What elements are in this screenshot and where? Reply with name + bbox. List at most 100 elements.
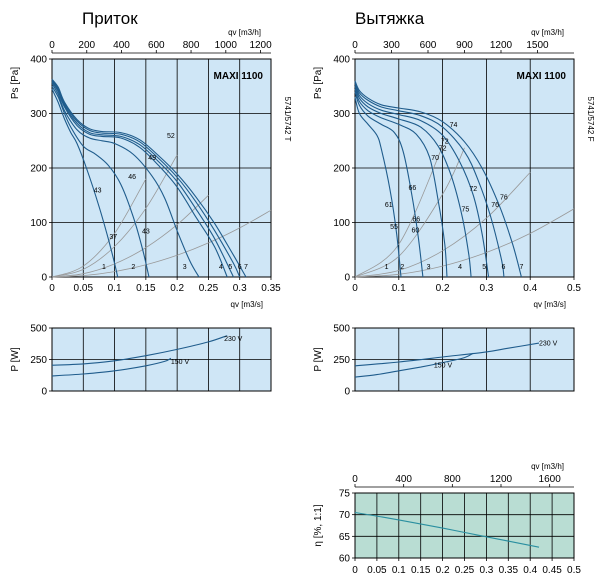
right-pressure-top-tick-label: 900	[456, 40, 473, 51]
right-power-y-tick-label: 500	[333, 324, 350, 335]
left-power-series-line	[51, 357, 172, 377]
right-pressure-y-tick-label: 400	[333, 55, 350, 66]
right-pressure-curve-label: 6	[502, 264, 506, 271]
left-pressure-x-tick-label: 0.3	[233, 283, 247, 294]
efficiency-x-tick-label: 0.2	[436, 565, 450, 576]
right-power-y-tick-label: 0	[344, 387, 350, 398]
left-power-series-label: 230 V	[224, 336, 243, 343]
efficiency-top-tick-label: 800	[444, 474, 461, 485]
right-pressure-series-line	[354, 86, 472, 278]
right-pressure-curve-label: 75	[461, 207, 469, 214]
left-pressure-series-line	[51, 83, 200, 278]
right-pressure-top-tick-label: 1200	[490, 40, 513, 51]
efficiency-x-tick-label: 0.5	[567, 565, 581, 576]
left-pressure-curve-label: 43	[94, 188, 102, 195]
efficiency-x-tick-label: 0.35	[499, 565, 519, 576]
right-pressure-top-tick-label: 0	[352, 40, 358, 51]
efficiency-x-tick-label: 0.45	[542, 565, 562, 576]
efficiency-y-axis-title: η [%, 1:1]	[313, 504, 324, 546]
right-pressure-side-code: 5741/5742 F	[586, 97, 595, 142]
right-pressure-curve-label: 72	[441, 138, 449, 145]
left-pressure-series-line	[51, 86, 150, 278]
right-pressure-system-curve	[354, 146, 443, 278]
right-pressure-curve-label: 72	[439, 146, 447, 153]
right-pressure-curve-label: 74	[450, 122, 458, 129]
left-pressure-system-curve	[51, 195, 209, 278]
right-pressure-curve-label: 1	[385, 264, 389, 271]
left-pressure-x-tick-label: 0.25	[199, 283, 219, 294]
left-pressure-series-line	[51, 81, 228, 278]
right-pressure-series-line	[354, 88, 448, 278]
left-power-chart: 0 250 500 P [W] 230 V 150 V	[10, 324, 272, 398]
right-pressure-top-tick-label: 600	[420, 40, 437, 51]
left-pressure-top-tick-label: 800	[183, 40, 200, 51]
efficiency-x-tick-label: 0.25	[455, 565, 475, 576]
left-pressure-x-tick-label: 0.05	[74, 283, 94, 294]
right-pressure-curve-label: 70	[431, 155, 439, 162]
right-chart-title: Вытяжка	[355, 9, 425, 28]
right-power-series-line	[354, 352, 474, 378]
left-pressure-series-line	[51, 88, 119, 278]
right-pressure-curve-label: 2	[400, 264, 404, 271]
efficiency-top-tick-label: 400	[395, 474, 412, 485]
right-pressure-series-line	[354, 80, 522, 278]
efficiency-x-tick-label: 0.05	[367, 565, 387, 576]
right-pressure-series-line	[354, 81, 505, 278]
right-power-series-label: 150 V	[434, 363, 453, 370]
left-power-y-tick-label: 0	[41, 387, 47, 398]
right-pressure-curve-label: 66	[408, 185, 416, 192]
right-pressure-curve-label: 4	[458, 264, 462, 271]
left-power-y-axis-title: P [W]	[10, 347, 21, 371]
efficiency-x-tick-label: 0	[352, 565, 358, 576]
right-pressure-y-tick-label: 200	[333, 164, 350, 175]
left-pressure-model-label: MAXI 1100	[214, 71, 264, 82]
left-pressure-system-curve	[51, 209, 272, 278]
right-pressure-top-tick-label: 1500	[526, 40, 549, 51]
right-pressure-x-tick-label: 0	[352, 283, 358, 294]
left-pressure-system-curve	[51, 154, 178, 278]
right-pressure-x-tick-label: 0.1	[392, 283, 406, 294]
right-pressure-curve-label: 5	[482, 264, 486, 271]
right-pressure-series-line	[354, 91, 424, 278]
left-pressure-curve-label: 1	[102, 264, 106, 271]
right-pressure-y-tick-label: 0	[344, 273, 350, 284]
left-pressure-y-tick-label: 100	[30, 218, 47, 229]
efficiency-x-tick-label: 0.1	[392, 565, 406, 576]
left-pressure-curve-label: 37	[109, 234, 117, 241]
left-pressure-y-tick-label: 400	[30, 55, 47, 66]
left-pressure-curve-label: 6	[238, 264, 242, 271]
left-pressure-y-tick-label: 200	[30, 164, 47, 175]
right-pressure-curve-label: 66	[412, 216, 420, 223]
right-power-y-axis-title: P [W]	[313, 347, 324, 371]
left-pressure-top-tick-label: 1200	[249, 40, 272, 51]
left-pressure-curve-label: 3	[183, 264, 187, 271]
left-pressure-y-tick-label: 0	[41, 273, 47, 284]
right-power-y-tick-label: 250	[333, 355, 350, 366]
left-pressure-top-tick-label: 200	[78, 40, 95, 51]
left-pressure-top-tick-label: 600	[148, 40, 165, 51]
left-pressure-curve-label: 43	[142, 228, 150, 235]
left-pressure-side-code: 5741/5742 T	[283, 97, 292, 142]
right-pressure-system-curve	[354, 208, 575, 278]
left-chart-title: Приток	[82, 9, 138, 28]
efficiency-y-tick-label: 65	[339, 532, 351, 543]
right-pressure-x-tick-label: 0.3	[479, 283, 493, 294]
left-pressure-x-tick-label: 0.2	[170, 283, 184, 294]
left-pressure-curve-label: 49	[148, 155, 156, 162]
left-pressure-curve-label: 5	[228, 264, 232, 271]
left-pressure-x-tick-label: 0.35	[261, 283, 281, 294]
right-pressure-top-tick-label: 300	[383, 40, 400, 51]
efficiency-x-tick-label: 0.15	[411, 565, 431, 576]
right-pressure-system-curve	[354, 147, 465, 278]
left-pressure-curve-label: 52	[167, 133, 175, 140]
right-pressure-curve-label: 7	[519, 264, 523, 271]
efficiency-top-tick-label: 0	[352, 474, 358, 485]
right-pressure-curve-label: 76	[491, 202, 499, 209]
left-power-series-label: 150 V	[171, 359, 190, 366]
right-power-chart: 0 250 500 P [W] 230 V 150 V	[313, 324, 575, 398]
left-pressure-top-tick-label: 1000	[215, 40, 238, 51]
left-power-y-tick-label: 250	[30, 355, 47, 366]
efficiency-series-line	[354, 511, 540, 548]
right-pressure-curve-label: 76	[500, 195, 508, 202]
